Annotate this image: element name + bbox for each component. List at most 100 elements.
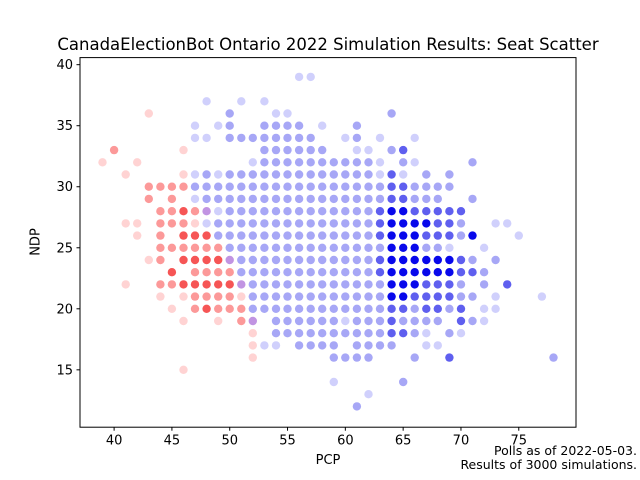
scatter-point (352, 182, 362, 191)
scatter-point (294, 243, 304, 252)
scatter-point (479, 243, 489, 252)
scatter-point (306, 316, 315, 326)
scatter-point (364, 207, 373, 216)
scatter-point (352, 268, 362, 277)
scatter-point (167, 182, 177, 191)
scatter-point (329, 341, 338, 350)
scatter-point (156, 243, 165, 252)
x-tick-label: 70 (453, 434, 470, 449)
scatter-point (283, 243, 292, 252)
scatter-point (318, 304, 327, 313)
scatter-point (479, 304, 489, 313)
scatter-point (237, 255, 246, 265)
scatter-point (410, 316, 419, 326)
scatter-point (387, 280, 396, 289)
scatter-point (375, 316, 385, 326)
scatter-point (375, 292, 385, 301)
scatter-point (144, 182, 153, 191)
scatter-point (225, 121, 234, 130)
scatter-point (271, 170, 281, 179)
scatter-point (445, 292, 454, 301)
scatter-point (214, 182, 223, 191)
scatter-point (433, 255, 442, 265)
scatter-point (364, 182, 373, 191)
scatter-point (214, 243, 223, 252)
scatter-point (445, 182, 454, 191)
scatter-point (260, 207, 269, 216)
scatter-point (352, 304, 362, 313)
scatter-point (410, 280, 419, 289)
scatter-point (271, 280, 281, 289)
scatter-point (399, 170, 408, 179)
scatter-point (399, 377, 408, 387)
scatter-point (179, 280, 188, 289)
x-tick-label: 45 (164, 434, 181, 449)
scatter-point (410, 158, 419, 167)
scatter-point (410, 219, 419, 228)
scatter-point (318, 280, 327, 289)
scatter-point (318, 145, 327, 155)
scatter-point (318, 316, 327, 326)
scatter-point (202, 133, 211, 143)
scatter-point (318, 341, 327, 350)
scatter-point (479, 268, 489, 277)
scatter-point (433, 219, 442, 228)
scatter-point (144, 109, 153, 118)
scatter-point (271, 219, 281, 228)
scatter-point (549, 353, 558, 362)
scatter-point (179, 231, 188, 240)
scatter-point (329, 268, 338, 277)
scatter-point (260, 219, 269, 228)
scatter-point (399, 280, 408, 289)
scatter-point (352, 341, 362, 350)
scatter-point (468, 316, 477, 326)
scatter-points (98, 72, 558, 411)
scatter-point (202, 243, 211, 252)
scatter-point (456, 280, 466, 289)
scatter-point (387, 207, 396, 216)
scatter-point (341, 255, 350, 265)
scatter-point (375, 158, 385, 167)
scatter-point (364, 390, 373, 399)
scatter-point (306, 158, 315, 167)
scatter-point (318, 170, 327, 179)
scatter-point (422, 268, 431, 277)
scatter-point (352, 353, 362, 362)
scatter-point (375, 341, 385, 350)
scatter-point (399, 219, 408, 228)
y-tick-label: 35 (56, 119, 73, 134)
scatter-point (237, 219, 246, 228)
scatter-point (283, 292, 292, 301)
scatter-point (248, 280, 257, 289)
scatter-point (352, 402, 362, 411)
scatter-point (283, 207, 292, 216)
scatter-point (456, 329, 466, 338)
scatter-point (156, 182, 165, 191)
scatter-point (410, 243, 419, 252)
scatter-point (156, 280, 165, 289)
scatter-point (341, 353, 350, 362)
scatter-point (445, 280, 454, 289)
scatter-point (248, 329, 257, 338)
scatter-point (364, 255, 373, 265)
y-tick-label: 25 (56, 241, 73, 256)
scatter-point (329, 219, 338, 228)
scatter-point (341, 231, 350, 240)
scatter-point (271, 182, 281, 191)
scatter-point (422, 280, 431, 289)
scatter-point (352, 329, 362, 338)
scatter-point (260, 170, 269, 179)
y-tick-label: 40 (56, 58, 73, 73)
scatter-point (387, 329, 396, 338)
scatter-point (479, 280, 489, 289)
scatter-point (294, 219, 304, 228)
scatter-point (433, 341, 442, 350)
scatter-point (156, 207, 165, 216)
scatter-point (214, 231, 223, 240)
scatter-point (179, 243, 188, 252)
scatter-point (179, 170, 188, 179)
scatter-point (422, 243, 431, 252)
scatter-point (410, 268, 419, 277)
scatter-point (445, 207, 454, 216)
scatter-point (537, 292, 547, 301)
